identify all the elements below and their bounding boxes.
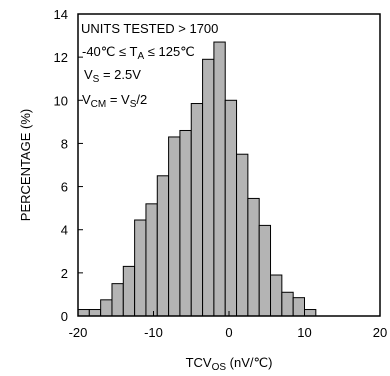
histogram-bar-16 xyxy=(258,224,272,317)
annotation-vs: VS = 2.5V xyxy=(84,67,141,85)
x-axis-label: TCVOS (nV/℃) xyxy=(186,355,273,373)
annotation-vs-sub: S xyxy=(93,74,100,85)
y-tick-label: 2 xyxy=(61,266,68,281)
histogram-bar-3 xyxy=(111,283,124,317)
annotation-temperature-sub: A xyxy=(137,51,144,62)
x-ticks: -20 -10 0 10 20 xyxy=(69,311,387,340)
annotation-vcm-pre: V xyxy=(82,92,91,107)
histogram-bar-12 xyxy=(213,41,226,317)
annotation-vs-post: = 2.5V xyxy=(99,67,141,82)
annotation-temperature: -40℃ ≤ TA ≤ 125℃ xyxy=(82,44,195,62)
annotation-temperature-post: ≤ 125℃ xyxy=(144,44,195,59)
y-tick-label: 8 xyxy=(61,136,68,151)
y-tick-label: 14 xyxy=(54,7,68,22)
histogram-bar-6 xyxy=(145,203,158,317)
y-tick-label: 0 xyxy=(61,309,68,324)
annotation-vcm: VCM = VS/2 xyxy=(82,92,147,110)
histogram-bar-4 xyxy=(122,265,136,317)
x-tick-label: -10 xyxy=(144,325,163,340)
annotation-vs-pre: V xyxy=(84,67,93,82)
y-tick-label: 12 xyxy=(54,50,68,65)
y-axis-label: PERCENTAGE (%) xyxy=(18,109,33,221)
x-axis-label-main: TCV xyxy=(186,355,212,370)
y-tick-label: 10 xyxy=(54,93,68,108)
x-tick-label: 0 xyxy=(225,325,232,340)
histogram-bar-11 xyxy=(202,58,215,317)
y-tick-label: 6 xyxy=(61,180,68,195)
histogram-bar-15 xyxy=(247,197,260,317)
histogram-bar-10 xyxy=(190,103,204,317)
histogram-bar-17 xyxy=(270,274,283,317)
y-tick-label: 4 xyxy=(61,223,68,238)
x-tick-label: 10 xyxy=(297,325,311,340)
histogram-bar-19 xyxy=(292,297,305,317)
y-ticks: 0 2 4 6 8 10 12 14 xyxy=(54,7,83,324)
histogram-bar-18 xyxy=(281,291,294,317)
histogram-bar-5 xyxy=(134,219,147,317)
annotation-box: UNITS TESTED > 1700 -40℃ ≤ TA ≤ 125℃ VS … xyxy=(81,21,218,110)
annotation-vcm-sub2: S xyxy=(130,99,137,110)
histogram-bar-14 xyxy=(236,153,249,317)
histogram-bar-0 xyxy=(77,309,90,317)
annotation-vcm-post: /2 xyxy=(136,92,147,107)
histogram-bar-8 xyxy=(168,136,181,317)
annotation-units-tested: UNITS TESTED > 1700 xyxy=(81,21,218,36)
histogram-bar-2 xyxy=(100,299,113,317)
x-tick-label: -20 xyxy=(69,325,88,340)
x-axis-label-unit: (nV/℃) xyxy=(226,355,272,370)
annotation-vcm-mid: = V xyxy=(106,92,130,107)
x-axis-label-sub: OS xyxy=(212,362,227,373)
histogram-bar-13 xyxy=(224,99,238,317)
bars-group xyxy=(77,41,317,317)
histogram-bar-1 xyxy=(88,309,102,317)
histogram-bar-9 xyxy=(179,129,192,317)
histogram-bar-7 xyxy=(156,175,170,317)
annotation-temperature-pre: -40℃ ≤ T xyxy=(82,44,138,59)
x-tick-label: 20 xyxy=(373,325,387,340)
annotation-vcm-sub: CM xyxy=(91,99,107,110)
histogram-bar-20 xyxy=(304,309,317,317)
